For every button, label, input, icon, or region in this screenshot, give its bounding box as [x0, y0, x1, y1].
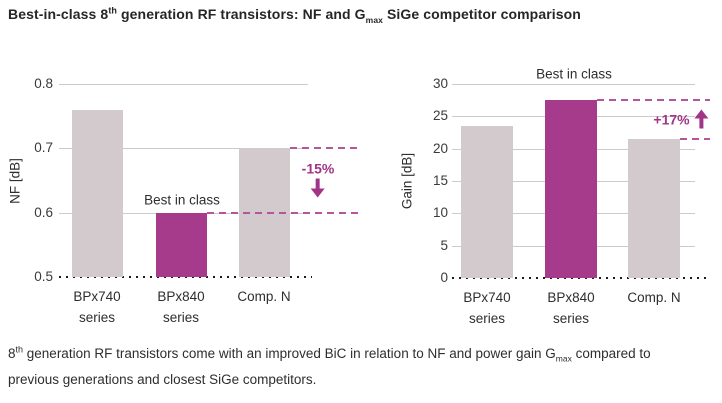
- gridline: [452, 116, 695, 118]
- dotted-baseline: [452, 277, 706, 279]
- y-tick-label: 25: [432, 108, 448, 124]
- y-tick-label: 0.8: [34, 76, 53, 91]
- title-subscript: max: [365, 14, 383, 25]
- best-in-class-label: Best in class: [536, 66, 612, 82]
- y-axis-label: Gain [dB]: [399, 152, 415, 210]
- category-label-line: series: [78, 310, 115, 325]
- caption-text: 8: [8, 346, 16, 361]
- arrow-down-icon: [311, 178, 325, 198]
- category-label: BPx840 series: [136, 286, 226, 328]
- title-text: SiGe competitor comparison: [382, 6, 581, 22]
- category-label: BPx740 series: [442, 287, 532, 329]
- dashed-reference-line: [289, 147, 358, 150]
- bar: [461, 126, 513, 278]
- y-tick-label: 30: [432, 76, 448, 91]
- delta-annotation: -15%: [301, 160, 335, 198]
- category-label-line: series: [162, 310, 199, 325]
- bar: [71, 109, 123, 277]
- bar-highlight: [545, 100, 597, 278]
- category-label-line: BPx840: [547, 290, 595, 305]
- y-tick-label: 20: [432, 140, 448, 156]
- caption-text: previous generations and closest SiGe co…: [8, 372, 317, 387]
- gridline: [59, 212, 308, 214]
- arrow-stem: [316, 178, 320, 189]
- arrow-head: [311, 188, 325, 198]
- arrow-stem: [699, 118, 704, 129]
- delta-label: -15%: [301, 160, 335, 177]
- y-axis-label: NF [dB]: [7, 157, 23, 204]
- y-tick-label: 5: [440, 237, 448, 253]
- caption: 8th generation RF transistors come with …: [8, 341, 716, 393]
- category-label-line: series: [468, 311, 505, 326]
- gridline: [452, 181, 695, 182]
- page-title: Best-in-class 8th generation RF transist…: [8, 5, 581, 25]
- y-tick-label: 0.6: [34, 204, 53, 220]
- category-label: BPx740 series: [52, 286, 142, 328]
- category-label-line: BPx740: [463, 290, 511, 305]
- delta-annotation: +17%: [653, 109, 709, 129]
- category-label: Comp. N: [609, 287, 699, 308]
- arrow-head: [694, 109, 709, 119]
- caption-superscript: th: [15, 344, 24, 355]
- gridline: [452, 84, 695, 85]
- caption-text: generation RF transistors come with an i…: [23, 346, 556, 361]
- gridline: [452, 245, 695, 247]
- y-tick-label: 0.7: [34, 140, 53, 156]
- category-label-line: Comp. N: [627, 290, 681, 305]
- best-in-class-label: Best in class: [144, 192, 220, 208]
- dotted-baseline: [59, 276, 312, 278]
- dashed-reference-line: [597, 99, 710, 102]
- bar-highlight: [155, 212, 207, 277]
- bar: [238, 148, 290, 277]
- y-tick-label: 0.5: [34, 269, 53, 284]
- title-superscript: th: [108, 5, 118, 16]
- y-tick-label: 0: [440, 270, 448, 285]
- gridline: [59, 84, 308, 85]
- bar: [628, 138, 680, 278]
- category-label-line: Comp. N: [237, 289, 291, 304]
- title-text: generation RF transistors: NF and G: [117, 6, 366, 22]
- dashed-reference-line: [680, 137, 710, 140]
- caption-subscript: max: [555, 353, 572, 364]
- arrow-up-icon: [694, 109, 709, 129]
- gridline: [452, 213, 695, 215]
- title-text: Best-in-class 8: [8, 6, 109, 22]
- category-label-line: series: [552, 311, 589, 326]
- category-label-line: BPx740: [73, 289, 121, 304]
- delta-label: +17%: [653, 111, 690, 127]
- category-label-line: BPx840: [157, 289, 205, 304]
- caption-text: compared to: [571, 346, 651, 361]
- gridline: [452, 148, 695, 150]
- dashed-reference-line: [206, 211, 358, 214]
- category-label: Comp. N: [219, 286, 309, 307]
- y-tick-label: 10: [432, 205, 448, 221]
- category-label: BPx840 series: [526, 287, 616, 329]
- gridline: [59, 148, 308, 150]
- y-tick-label: 15: [432, 173, 448, 188]
